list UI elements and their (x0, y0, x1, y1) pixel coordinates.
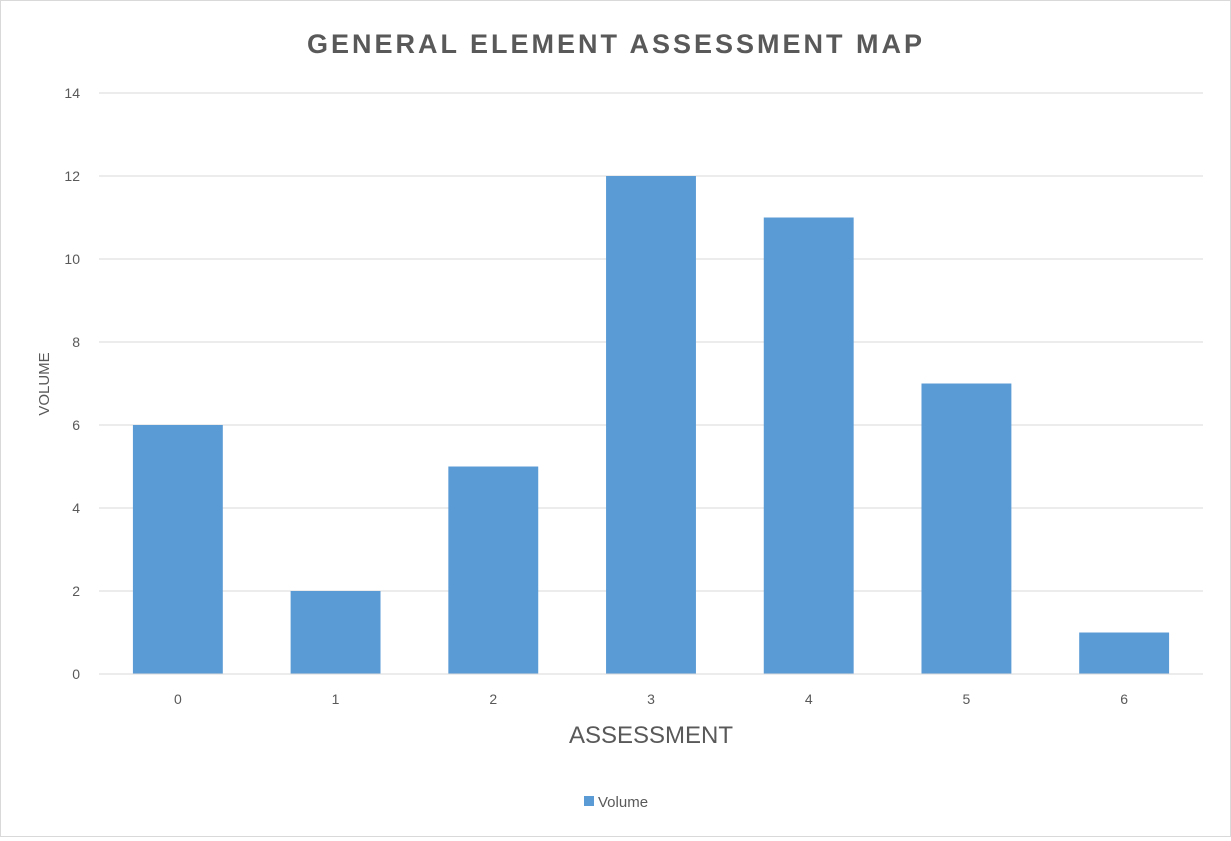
bar-4 (763, 217, 854, 674)
y-tick-label: 12 (64, 168, 80, 184)
bar-1 (290, 591, 381, 674)
legend-swatch-volume (584, 796, 594, 806)
x-tick-label: 0 (174, 691, 182, 707)
x-axis-ticks: 0 1 2 3 4 5 6 (174, 691, 1128, 707)
y-tick-label: 8 (72, 334, 80, 350)
bar-3 (606, 176, 696, 674)
bar-0 (132, 425, 223, 674)
x-axis-label: ASSESSMENT (569, 722, 733, 749)
y-tick-label: 2 (72, 583, 80, 599)
x-tick-label: 4 (805, 691, 813, 707)
y-tick-label: 10 (64, 251, 80, 267)
x-tick-label: 5 (963, 691, 971, 707)
legend: Volume (584, 794, 648, 811)
x-tick-label: 2 (489, 691, 497, 707)
x-tick-label: 3 (647, 691, 655, 707)
chart-title: GENERAL ELEMENT ASSESSMENT MAP (307, 29, 925, 59)
x-tick-label: 6 (1120, 691, 1128, 707)
bar-6 (1079, 632, 1170, 674)
bar-5 (921, 383, 1012, 674)
x-tick-label: 1 (332, 691, 340, 707)
y-tick-label: 4 (72, 500, 80, 516)
y-tick-label: 0 (72, 666, 80, 682)
y-tick-label: 6 (72, 417, 80, 433)
legend-label-volume: Volume (598, 794, 648, 811)
bars (132, 176, 1170, 674)
y-axis-ticks: 0 2 4 6 8 10 12 14 (64, 85, 80, 682)
bar-2 (448, 466, 539, 674)
y-axis-label: VOLUME (36, 352, 53, 415)
y-tick-label: 14 (64, 85, 80, 101)
